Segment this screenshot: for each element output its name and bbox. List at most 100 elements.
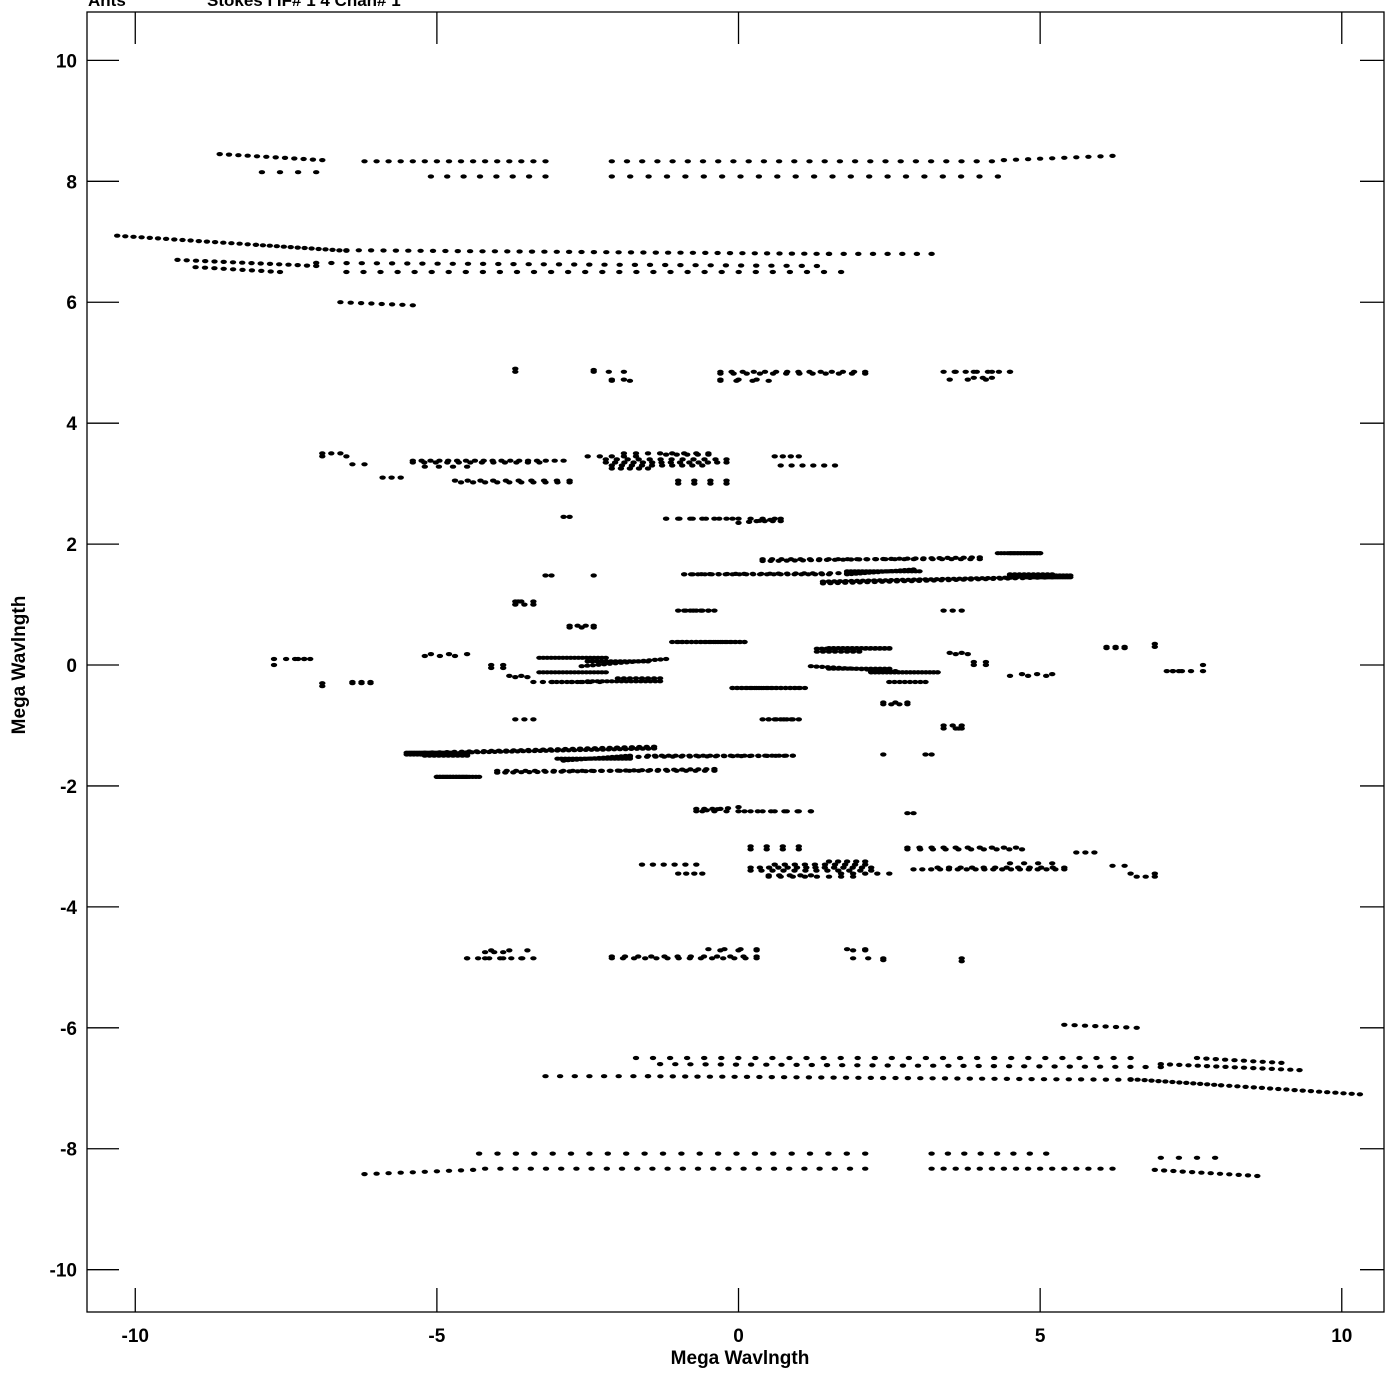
uv-point <box>582 269 589 275</box>
uv-point <box>282 656 290 662</box>
uv-point <box>831 1166 838 1171</box>
uv-point <box>1024 673 1032 679</box>
uv-point <box>702 1062 709 1067</box>
uv-point <box>409 460 416 465</box>
uv-point <box>882 578 889 583</box>
uv-point <box>1076 1055 1083 1061</box>
uv-point <box>1127 1077 1134 1082</box>
uv-point <box>735 269 742 275</box>
uv-point <box>380 248 387 253</box>
uv-point <box>270 656 278 662</box>
uv-point <box>728 639 735 645</box>
uv-point <box>697 956 705 961</box>
uv-point <box>713 954 721 959</box>
uv-point <box>337 451 344 456</box>
uv-point <box>530 269 538 275</box>
uv-point <box>644 466 652 471</box>
uv-point <box>584 659 591 664</box>
uv-point <box>950 576 957 581</box>
uv-point <box>791 685 798 691</box>
uv-point <box>687 608 694 613</box>
uv-point <box>711 768 718 773</box>
uv-point <box>683 639 691 645</box>
uv-point <box>1007 575 1014 580</box>
uv-point <box>928 251 935 256</box>
uv-point <box>633 269 640 275</box>
uv-point <box>963 867 970 872</box>
uv-point <box>718 1055 725 1061</box>
uv-point <box>839 646 847 651</box>
uv-point <box>1217 1083 1225 1088</box>
uv-point <box>512 366 519 371</box>
uv-point <box>267 269 274 274</box>
uv-point <box>897 159 904 164</box>
uv-point <box>821 463 828 468</box>
uv-point <box>512 602 519 607</box>
uv-point <box>837 1055 844 1061</box>
uv-point <box>719 1074 726 1079</box>
uv-point <box>723 639 731 645</box>
uv-point <box>179 237 186 243</box>
uv-point <box>701 269 708 275</box>
uv-point <box>830 665 837 670</box>
uv-point <box>1213 1064 1220 1069</box>
y-tick-label: -6 <box>60 1019 77 1040</box>
uv-point <box>1193 1155 1201 1160</box>
uv-point <box>1016 1076 1023 1082</box>
uv-point <box>281 155 289 160</box>
uv-point <box>632 676 640 681</box>
uv-point <box>747 865 754 870</box>
uv-point <box>664 1166 671 1171</box>
uv-point <box>1307 1089 1315 1094</box>
uv-point <box>488 662 495 668</box>
uv-point <box>471 458 479 463</box>
uv-point <box>681 572 688 577</box>
uv-point <box>853 557 861 562</box>
uv-point <box>913 251 921 256</box>
uv-point <box>940 369 947 374</box>
uv-point <box>776 251 783 256</box>
uv-point <box>445 269 452 275</box>
uv-point <box>681 608 688 613</box>
uv-point <box>862 646 870 651</box>
uv-point <box>854 1055 861 1061</box>
uv-point <box>823 1063 831 1068</box>
uv-point <box>574 623 581 628</box>
uv-point <box>787 557 795 562</box>
uv-point <box>843 947 851 952</box>
uv-point <box>504 249 511 254</box>
uv-point <box>451 653 459 659</box>
uv-point <box>862 1151 869 1156</box>
uv-point <box>705 947 712 952</box>
uv-point <box>693 862 700 867</box>
uv-point <box>768 557 776 562</box>
uv-point <box>605 747 612 752</box>
uv-point <box>1020 861 1028 866</box>
uv-point <box>795 454 802 459</box>
uv-point <box>761 369 769 374</box>
uv-point <box>336 248 343 253</box>
uv-point <box>821 159 828 164</box>
uv-point <box>620 454 628 459</box>
uv-point <box>664 956 671 961</box>
uv-point <box>967 557 974 562</box>
uv-point <box>928 867 935 872</box>
uv-point <box>1194 1063 1202 1068</box>
uv-point <box>463 753 471 758</box>
uv-point <box>1268 1060 1276 1065</box>
uv-point <box>945 865 953 870</box>
uv-point <box>602 670 609 675</box>
uv-point <box>280 244 287 249</box>
uv-point <box>650 269 657 275</box>
uv-point <box>1102 1077 1110 1082</box>
uv-point <box>756 572 764 577</box>
uv-point <box>840 865 847 870</box>
uv-point <box>679 1166 686 1171</box>
uv-point <box>837 649 845 654</box>
uv-point <box>548 573 555 578</box>
uv-point <box>808 1062 815 1068</box>
uv-point <box>756 865 764 870</box>
uv-point <box>656 451 664 456</box>
uv-point <box>590 623 597 628</box>
uv-point <box>850 369 858 374</box>
